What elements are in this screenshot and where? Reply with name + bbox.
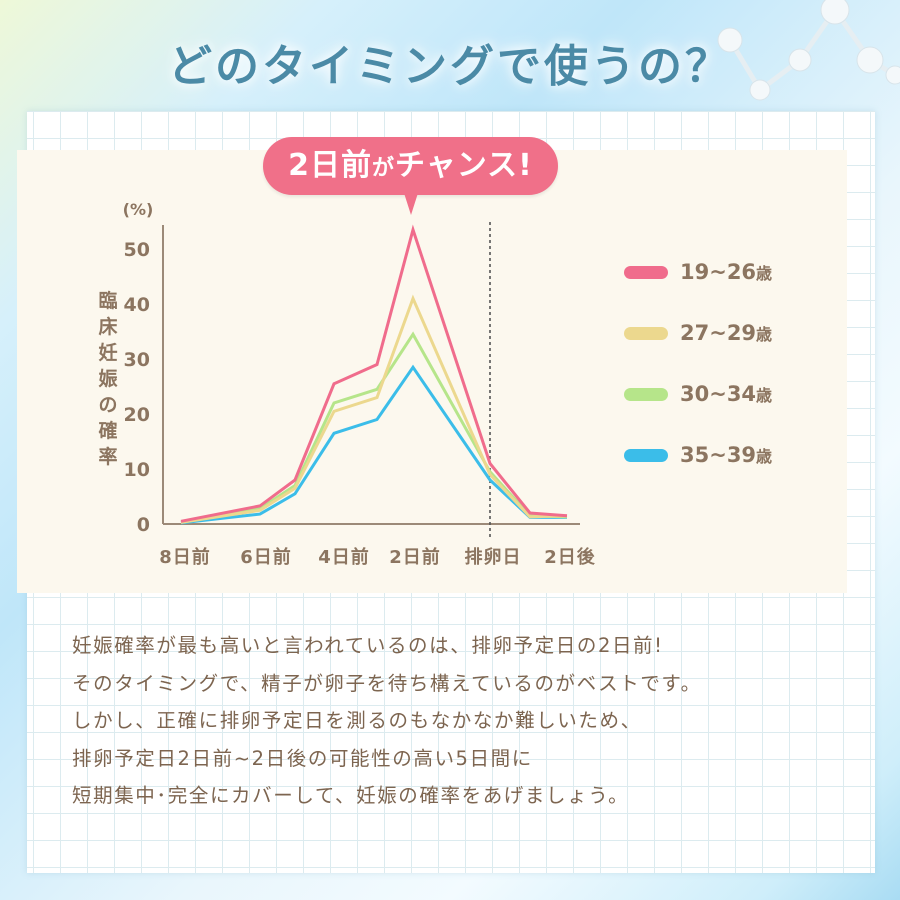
chart-legend: 19~26歳 27~29歳 30~34歳 35~39歳 — [624, 260, 773, 506]
description-line: 短期集中･完全にカバーして、妊娠の確率をあげましょう。 — [72, 784, 630, 807]
callout-particle: が — [372, 156, 396, 181]
legend-swatch — [624, 448, 668, 462]
description-line: しかし、正確に排卵予定日を測るのもなかなか難しいため、 — [72, 709, 642, 732]
description-line: 排卵予定日2日前~2日後の可能性の高い5日間に — [72, 746, 533, 770]
description-line: そのタイミングで、精子が卵子を待ち構えているのがベストです。 — [72, 671, 702, 695]
callout-rest: チャンス! — [395, 148, 533, 183]
y-tick-label: 0 — [137, 514, 150, 536]
y-tick-label: 20 — [124, 404, 150, 426]
legend-label: 35~39歳 — [680, 443, 773, 467]
x-tick-label: 排卵日 — [465, 546, 522, 568]
callout-main: 日前 — [310, 148, 373, 183]
x-tick-label: 4日前 — [318, 546, 370, 568]
y-tick-label: 10 — [124, 459, 150, 481]
legend-swatch — [624, 326, 668, 340]
x-tick-label: 8日前 — [159, 546, 211, 568]
x-tick-label: 2日後 — [544, 546, 596, 568]
description-line: 妊娠確率が最も高いと言われているのは、排卵予定日の2日前! — [72, 634, 664, 657]
y-tick-label: 50 — [124, 239, 150, 261]
y-unit-label: (%) — [123, 200, 154, 219]
legend-swatch — [624, 387, 668, 401]
molecule-decoration-icon — [717, 0, 900, 101]
legend-item: 27~29歳 — [624, 321, 773, 345]
chart-panel — [17, 150, 847, 593]
series-line-27~29歳 — [180, 294, 568, 524]
legend-label: 27~29歳 — [680, 321, 773, 345]
legend-label: 19~26歳 — [680, 260, 773, 284]
x-tick-label: 2日前 — [389, 546, 441, 568]
series-line-19~26歳 — [180, 224, 568, 523]
legend-label: 30~34歳 — [680, 382, 773, 406]
description-text: 妊娠確率が最も高いと言われているのは、排卵予定日の2日前! そのタイミングで、精… — [72, 627, 702, 815]
legend-item: 30~34歳 — [624, 382, 773, 406]
legend-item: 35~39歳 — [624, 443, 773, 467]
legend-swatch — [624, 265, 668, 279]
y-tick-label: 40 — [124, 294, 150, 316]
page-title: どのタイミングで使うの？ — [168, 41, 732, 92]
callout-tail — [404, 193, 418, 215]
callout-bubble: 2日前がチャンス! — [263, 137, 558, 195]
y-axis-label: 臨床妊娠の確率 — [98, 290, 118, 468]
y-tick-label: 30 — [124, 349, 150, 371]
x-tick-label: 6日前 — [240, 546, 292, 568]
callout-number: 2 — [288, 148, 311, 183]
legend-item: 19~26歳 — [624, 260, 773, 284]
